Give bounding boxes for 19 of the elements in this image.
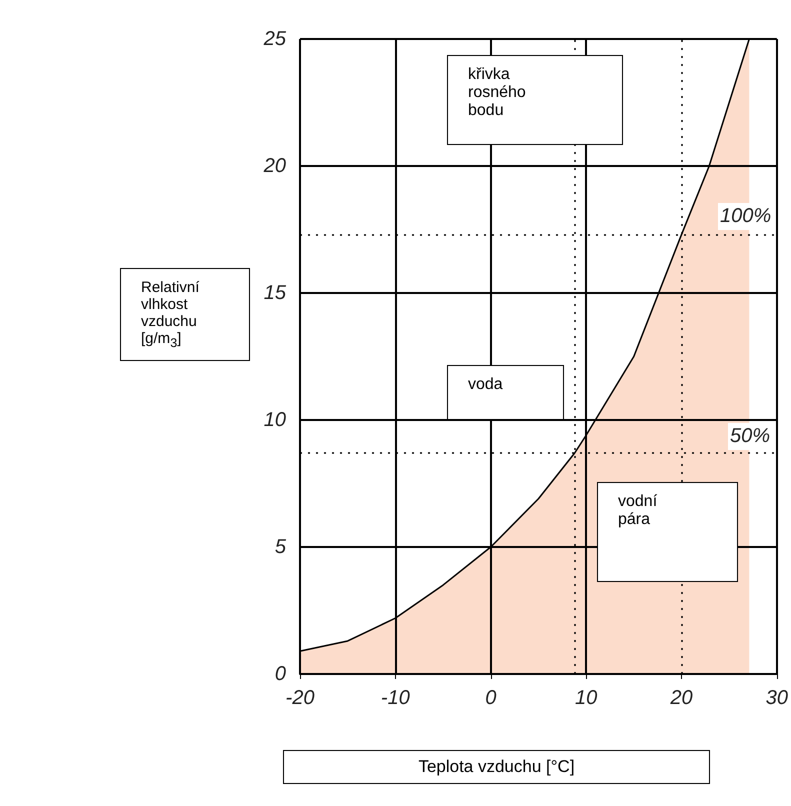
callout-box: voda (447, 365, 564, 420)
y-tick-label: 10 (264, 409, 286, 431)
x-tick-label: 10 (575, 687, 598, 709)
x-tick-label: -20 (286, 687, 314, 709)
y-tick-label: 20 (262, 155, 286, 177)
y-tick-label: 5 (274, 536, 287, 558)
x-axis-title: Teplota vzduchu [°C] (283, 750, 710, 784)
x-tick-label: -10 (380, 687, 410, 709)
y-tick-label: 0 (274, 663, 286, 685)
y-axis-title: Relativní vlhkost vzduchu [g/m$_{3}$] (120, 268, 250, 361)
x-tick-label: 0 (485, 687, 496, 709)
callout-box: křivka rosného bodu (447, 55, 623, 145)
callout-box: 50% (728, 423, 772, 450)
callout-box: 100% (718, 203, 774, 230)
callout-box: vodní pára (597, 482, 738, 582)
y-tick-label: 15 (264, 282, 287, 304)
y-tick-label: 25 (262, 28, 287, 50)
x-tick-label: 20 (669, 687, 693, 709)
x-tick-label: 30 (766, 687, 788, 709)
